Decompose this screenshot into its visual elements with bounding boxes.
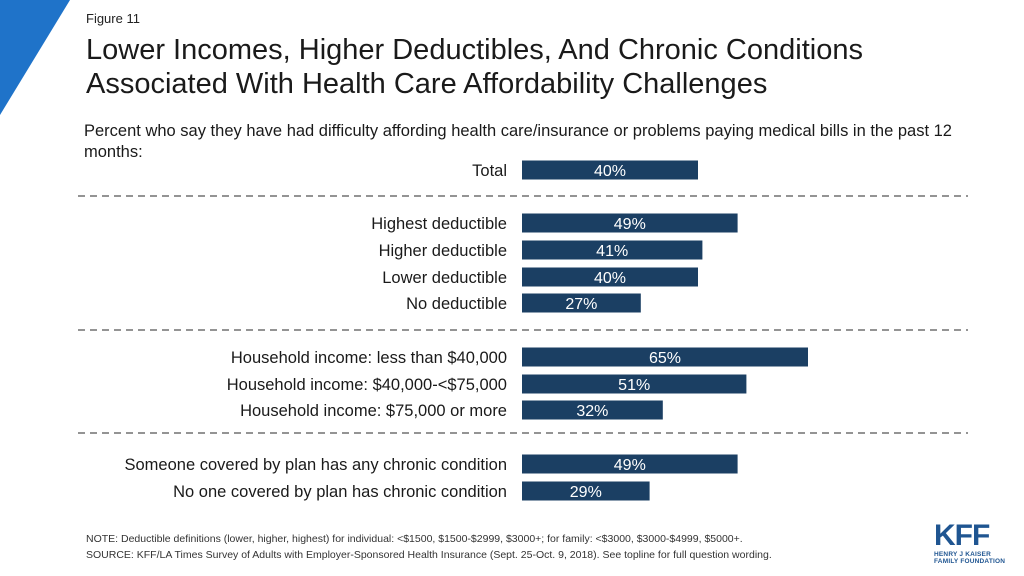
footer-note: NOTE: Deductible definitions (lower, hig… (86, 533, 743, 545)
bar-value-label: 51% (618, 377, 650, 394)
category-label: Higher deductible (379, 242, 507, 260)
logo-line-2: FAMILY FOUNDATION (934, 558, 1006, 565)
bar (522, 374, 747, 394)
category-label: Highest deductible (371, 215, 507, 233)
page-title: Lower Incomes, Higher Deductibles, And C… (86, 34, 863, 100)
kff-logo: KFF HENRY J KAISER FAMILY FOUNDATION (934, 519, 1014, 566)
category-label: Someone covered by plan has any chronic … (125, 456, 508, 474)
bar (522, 347, 808, 367)
bar (522, 160, 698, 180)
category-label: Total (472, 162, 507, 180)
corner-triangle (0, 0, 70, 115)
corner-accent-triangle (0, 0, 70, 115)
bar-value-label: 40% (594, 163, 626, 180)
bar-value-label: 49% (614, 457, 646, 474)
bar-value-label: 41% (596, 243, 628, 260)
footer-source: SOURCE: KFF/LA Times Survey of Adults wi… (86, 549, 772, 561)
bar (522, 293, 641, 313)
bar-value-label: 27% (565, 296, 597, 313)
bar (522, 400, 663, 420)
bar-value-label: 29% (570, 484, 602, 501)
figure-label: Figure 11 (86, 11, 140, 26)
bar (522, 213, 738, 233)
bar-value-label: 32% (576, 403, 608, 420)
category-label: Household income: less than $40,000 (231, 349, 507, 367)
category-label: No deductible (406, 295, 507, 313)
logo-wordmark: KFF (934, 519, 990, 552)
bar (522, 454, 738, 474)
bar-value-label: 65% (649, 350, 681, 367)
category-label: Household income: $40,000-<$75,000 (227, 376, 507, 394)
category-label: Lower deductible (382, 269, 507, 287)
bar (522, 240, 703, 260)
category-label: Household income: $75,000 or more (240, 402, 507, 420)
bar (522, 481, 650, 501)
footer-notes: NOTE: Deductible definitions (lower, hig… (86, 531, 926, 563)
bar-value-label: 49% (614, 216, 646, 233)
chart-subtitle: Percent who say they have had difficulty… (84, 122, 952, 161)
logo-line-1: HENRY J KAISER (934, 551, 991, 558)
bar-value-label: 40% (594, 270, 626, 287)
bar-chart: Total 40% Highest deductible 49% Higher dedu… (78, 160, 968, 501)
bar (522, 267, 698, 287)
logo-subtitle: HENRY J KAISER FAMILY FOUNDATION (934, 551, 1014, 565)
category-label: No one covered by plan has chronic condi… (173, 483, 507, 501)
